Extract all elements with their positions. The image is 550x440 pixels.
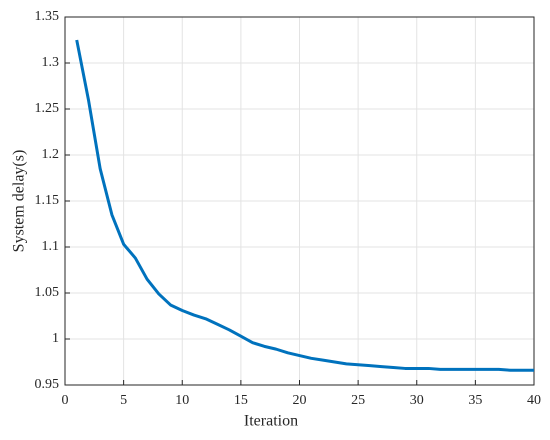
- x-tick-label: 40: [527, 393, 541, 408]
- plot-frame: [64, 16, 535, 386]
- y-tick-label: 1.2: [42, 147, 60, 162]
- y-tick-label: 1: [52, 331, 59, 346]
- x-tick-label: 10: [175, 393, 189, 408]
- x-tick-label: 20: [293, 393, 307, 408]
- x-tick-label: 25: [351, 393, 365, 408]
- y-tick-label: 1.35: [35, 9, 60, 24]
- y-tick-label: 1.25: [35, 101, 60, 116]
- y-tick-label: 1.05: [35, 285, 60, 300]
- x-tick-label: 35: [468, 393, 482, 408]
- y-tick-label: 0.95: [35, 377, 60, 392]
- y-tick-label: 1.15: [35, 193, 60, 208]
- y-tick-label: 1.1: [42, 239, 60, 254]
- grid: [64, 16, 535, 386]
- data-line: [75, 39, 534, 372]
- y-axis-label: System delay(s): [11, 150, 28, 253]
- x-tick-label: 5: [120, 393, 127, 408]
- x-tick-label: 30: [410, 393, 424, 408]
- y-tick-label: 1.3: [42, 55, 60, 70]
- x-tick-label: 15: [234, 393, 248, 408]
- x-tick-label: 0: [62, 393, 69, 408]
- x-axis-label: Iteration: [244, 413, 298, 430]
